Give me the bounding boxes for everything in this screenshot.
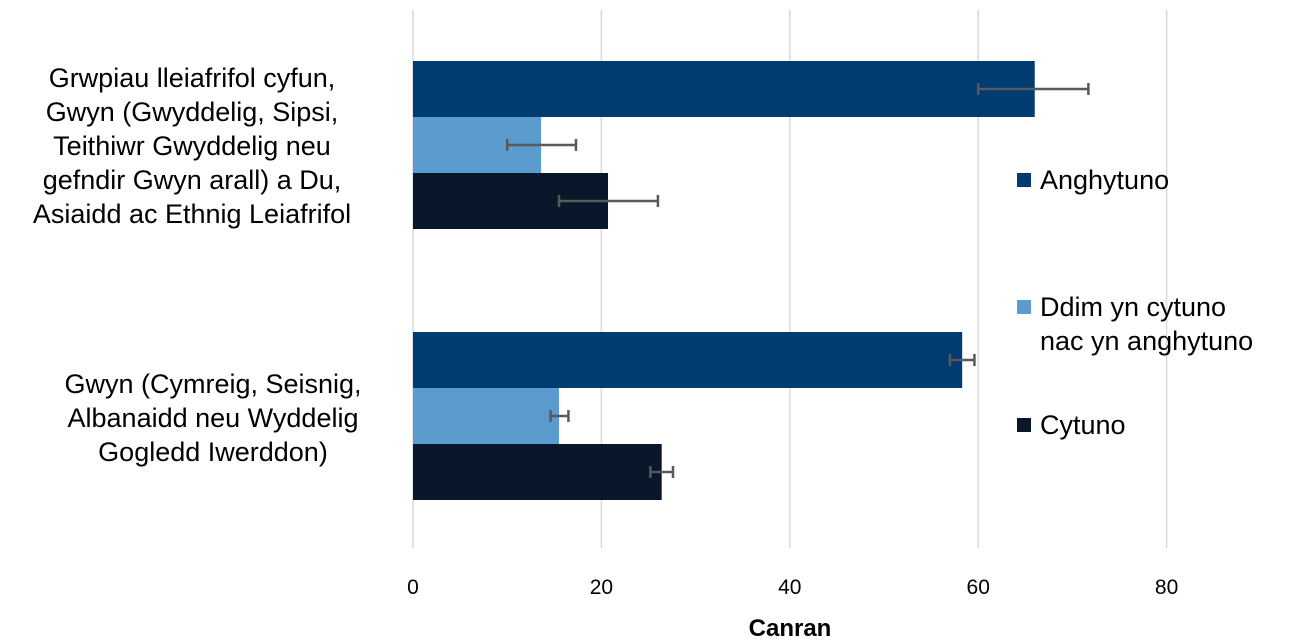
legend-swatch: [1017, 300, 1031, 314]
legend-label-line: Ddim yn cytuno: [1040, 292, 1227, 322]
error-bar: [505, 139, 578, 151]
legend-label-line: Anghytuno: [1040, 165, 1170, 195]
x-tick-label: 20: [590, 576, 613, 599]
category-label: Gwyn (Cymreig, Seisnig, Albanaidd neu Wyd…: [13, 367, 413, 469]
error-bar: [948, 354, 976, 366]
x-tick-label: 60: [967, 576, 990, 599]
category-label-line: Asiaidd ac Ethnig Leiafrifol: [32, 199, 352, 229]
x-tick-label: 80: [1155, 576, 1178, 599]
error-bar: [557, 195, 660, 207]
x-axis-title: Canran: [749, 615, 832, 641]
bar: [413, 61, 1035, 117]
category-label-line: Gwyn (Cymreig, Seisnig,: [64, 369, 362, 399]
error-bar: [549, 410, 570, 422]
category-label-line: Gwyn (Gwyddelig, Sipsi,: [45, 97, 339, 127]
legend-label: Anghytuno: [1040, 163, 1169, 197]
legend-swatch: [1017, 173, 1031, 187]
x-tick-labels: 0 20 40 60 80: [407, 576, 1178, 599]
error-bar: [649, 466, 675, 478]
legend-label: Cytuno: [1040, 408, 1126, 442]
category-label: Grwpiau lleiafrifol cyfun, Gwyn (Gwyddeli…: [0, 61, 392, 231]
bar: [413, 332, 963, 388]
bar: [413, 444, 662, 500]
legend-swatch: [1017, 418, 1031, 432]
x-tick-label: 40: [778, 576, 801, 599]
category-label-line: Teithiwr Gwyddelig neu: [53, 131, 331, 161]
bars: [413, 61, 1035, 500]
category-label-line: gefndir Gwyn arall) a Du,: [42, 165, 342, 195]
legend-label-line: Cytuno: [1040, 410, 1126, 440]
error-bars: [505, 83, 1090, 478]
legend-label: Ddim yn cytuno nac yn anghytuno: [1040, 290, 1253, 358]
bar: [413, 388, 560, 444]
category-label-line: Grwpiau lleiafrifol cyfun,: [48, 63, 336, 93]
category-label-line: Albanaidd neu Wyddelig: [67, 403, 359, 433]
error-bar: [976, 83, 1090, 95]
legend-label-line: nac yn anghytuno: [1040, 326, 1254, 356]
x-tick-label: 0: [407, 576, 419, 599]
category-label-line: Gogledd Iwerddon): [98, 437, 328, 467]
